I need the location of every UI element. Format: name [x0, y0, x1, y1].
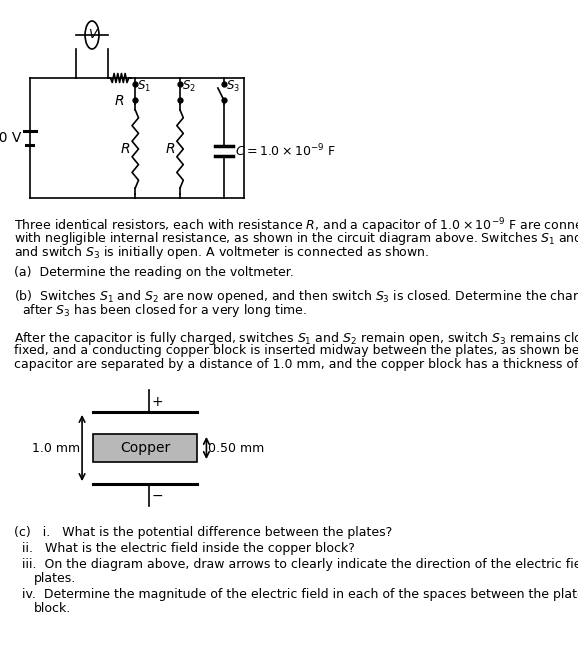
Text: Three identical resistors, each with resistance $R$, and a capacitor of $1.0 \ti: Three identical resistors, each with res…: [14, 216, 578, 235]
Text: (a)  Determine the reading on the voltmeter.: (a) Determine the reading on the voltmet…: [14, 266, 294, 279]
Text: $S_2$: $S_2$: [182, 79, 196, 94]
Text: with negligible internal resistance, as shown in the circuit diagram above. Swit: with negligible internal resistance, as …: [14, 230, 578, 247]
Text: capacitor are separated by a distance of 1.0 mm, and the copper block has a thic: capacitor are separated by a distance of…: [14, 358, 578, 371]
Text: −: −: [151, 489, 163, 503]
Text: $C = 1.0 \times 10^{-9}$ F: $C = 1.0 \times 10^{-9}$ F: [235, 143, 336, 159]
Text: iii.  On the diagram above, draw arrows to clearly indicate the direction of the: iii. On the diagram above, draw arrows t…: [22, 558, 578, 571]
Text: Copper: Copper: [120, 441, 171, 455]
Text: and switch $S_3$ is initially open. A voltmeter is connected as shown.: and switch $S_3$ is initially open. A vo…: [14, 244, 429, 261]
Text: (c)   i.   What is the potential difference between the plates?: (c) i. What is the potential difference …: [14, 526, 392, 539]
Text: (b)  Switches $S_1$ and $S_2$ are now opened, and then switch $S_3$ is closed. D: (b) Switches $S_1$ and $S_2$ are now ope…: [14, 288, 578, 305]
Text: plates.: plates.: [34, 572, 76, 585]
Text: iv.  Determine the magnitude of the electric field in each of the spaces between: iv. Determine the magnitude of the elect…: [22, 588, 578, 601]
Text: fixed, and a conducting copper block is inserted midway between the plates, as s: fixed, and a conducting copper block is …: [14, 344, 578, 357]
Text: +: +: [151, 395, 163, 409]
Text: $R$: $R$: [120, 142, 130, 156]
Text: V: V: [88, 28, 97, 42]
Text: 30 V: 30 V: [0, 131, 21, 145]
Text: 0.50 mm: 0.50 mm: [209, 442, 265, 455]
Text: $S_3$: $S_3$: [226, 79, 240, 94]
Text: block.: block.: [34, 602, 71, 615]
Text: 1.0 mm: 1.0 mm: [32, 442, 80, 455]
Text: $S_1$: $S_1$: [138, 79, 151, 94]
Text: after $S_3$ has been closed for a very long time.: after $S_3$ has been closed for a very l…: [22, 302, 307, 319]
Bar: [93, 434, 198, 462]
Text: $R$: $R$: [114, 94, 125, 108]
Text: ii.   What is the electric field inside the copper block?: ii. What is the electric field inside th…: [22, 542, 355, 555]
Text: After the capacitor is fully charged, switches $S_1$ and $S_2$ remain open, swit: After the capacitor is fully charged, sw…: [14, 330, 578, 347]
Text: $R$: $R$: [165, 142, 175, 156]
